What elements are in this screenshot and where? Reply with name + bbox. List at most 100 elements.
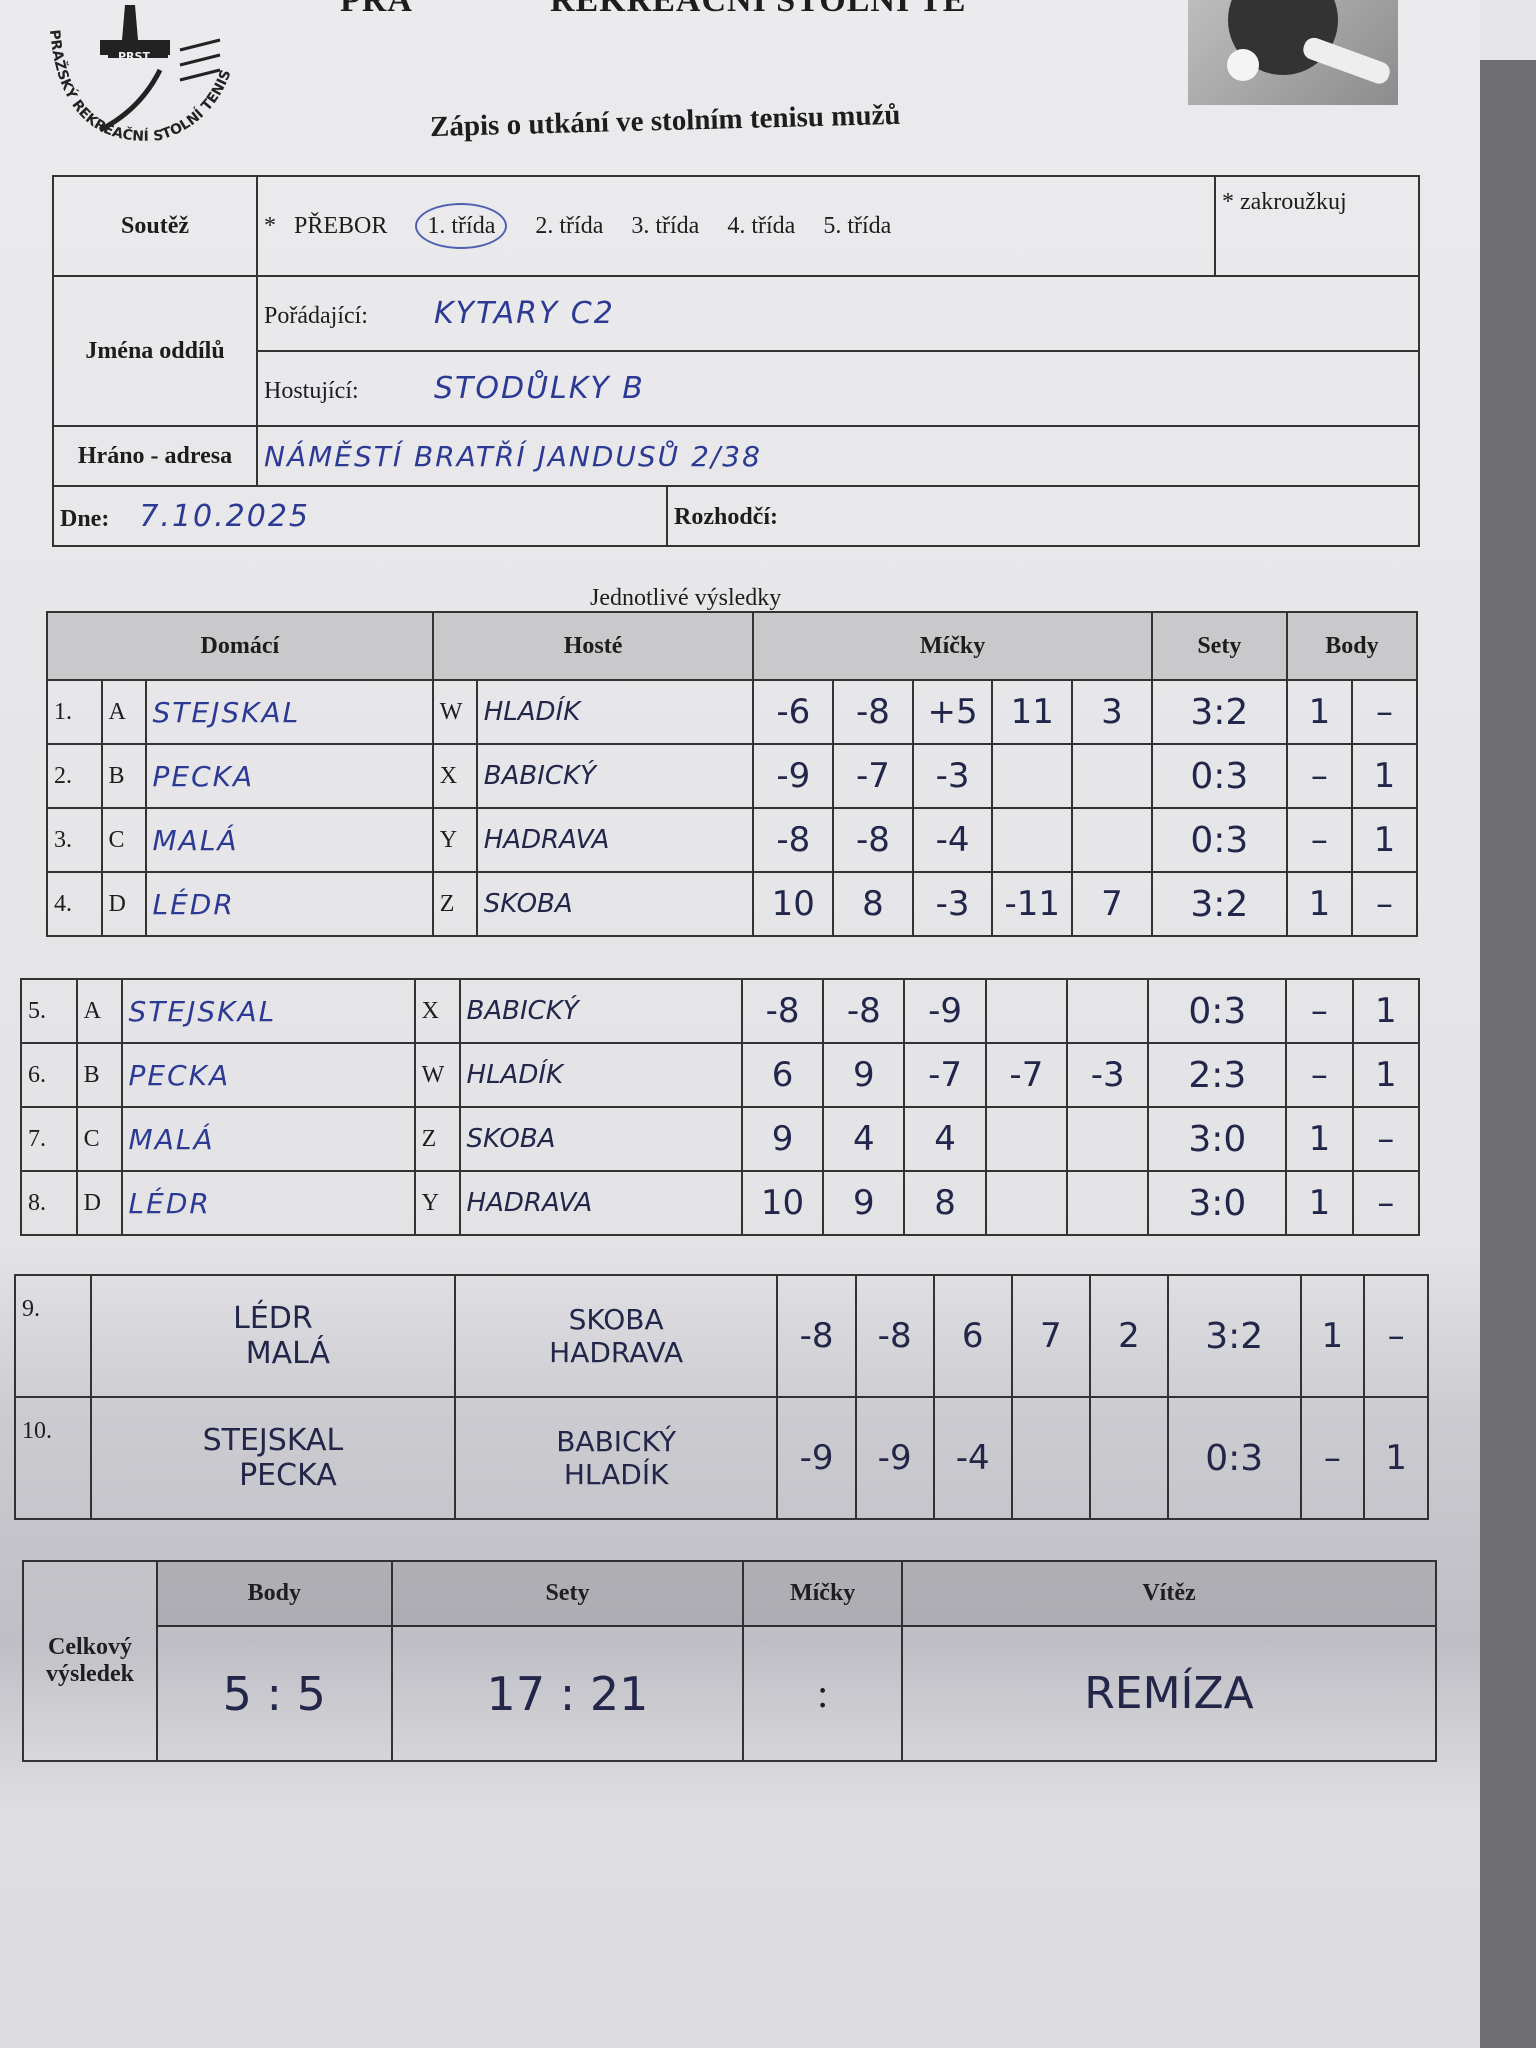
ball-score[interactable]: 10	[740, 1170, 825, 1236]
home-point[interactable]: –	[1285, 1042, 1354, 1108]
guest-player[interactable]: SKOBA	[458, 1106, 743, 1172]
ball-score[interactable]: -8	[832, 807, 914, 873]
ball-score[interactable]: 9	[822, 1170, 906, 1236]
guest-point[interactable]: 1	[1363, 1396, 1429, 1520]
guest-point[interactable]: –	[1350, 871, 1419, 937]
ball-score[interactable]: -8	[854, 1274, 935, 1398]
class-prebor[interactable]: PŘEBOR	[294, 212, 388, 239]
ball-score[interactable]: 7	[1071, 871, 1153, 937]
class-2[interactable]: 2. třída	[535, 212, 604, 239]
ball-score[interactable]: 11	[991, 679, 1074, 745]
home-player[interactable]: STEJSKAL	[202, 1423, 344, 1458]
class-3[interactable]: 3. třída	[631, 212, 700, 239]
ball-score[interactable]: 6	[932, 1274, 1013, 1398]
ball-score[interactable]: -7	[903, 1042, 987, 1108]
ball-score[interactable]: 9	[740, 1106, 825, 1172]
ball-score[interactable]: 9	[822, 1042, 906, 1108]
home-player[interactable]: LÉDR	[144, 871, 434, 937]
ball-score[interactable]: -9	[854, 1396, 935, 1520]
sets-score[interactable]: 0:3	[1150, 807, 1288, 873]
ball-score[interactable]	[984, 1170, 1069, 1236]
summary-sets[interactable]: 17 : 21	[390, 1625, 745, 1762]
host-value[interactable]: KYTARY C2	[434, 296, 615, 331]
guest-player[interactable]: HLADÍK	[563, 1458, 669, 1491]
sets-score[interactable]: 3:2	[1150, 871, 1288, 937]
ball-score[interactable]	[1071, 807, 1153, 873]
guest-value[interactable]: STODŮLKY B	[434, 371, 645, 406]
home-player[interactable]: STEJSKAL	[120, 978, 416, 1044]
ball-score[interactable]: -7	[832, 743, 914, 809]
class-5[interactable]: 5. třída	[823, 212, 892, 239]
home-point[interactable]: 1	[1285, 871, 1353, 937]
sets-score[interactable]: 3:2	[1166, 1274, 1302, 1398]
sets-score[interactable]: 0:3	[1150, 743, 1288, 809]
sets-score[interactable]: 3:0	[1147, 1106, 1288, 1172]
home-player[interactable]: PECKA	[144, 743, 434, 809]
sets-score[interactable]: 0:3	[1166, 1396, 1302, 1520]
ball-score[interactable]	[1071, 743, 1153, 809]
ball-score[interactable]: -4	[932, 1396, 1013, 1520]
home-player[interactable]: LÉDR	[233, 1301, 313, 1336]
ball-score[interactable]: 10	[752, 871, 835, 937]
ball-score[interactable]: +5	[911, 679, 994, 745]
guest-point[interactable]: 1	[1350, 743, 1419, 809]
ball-score[interactable]	[984, 1106, 1069, 1172]
ball-score[interactable]: -7	[984, 1042, 1069, 1108]
ball-score[interactable]: 3	[1071, 679, 1153, 745]
guest-player[interactable]: HLADÍK	[458, 1042, 743, 1108]
ball-score[interactable]	[1066, 978, 1150, 1044]
guest-point[interactable]: 1	[1350, 807, 1419, 873]
guest-point[interactable]: –	[1350, 679, 1419, 745]
address-value[interactable]: NÁMĚSTÍ BRATŘÍ JANDUSŮ 2/38	[256, 425, 1420, 487]
summary-balls[interactable]: :	[742, 1625, 903, 1762]
ball-score[interactable]: -3	[1066, 1042, 1150, 1108]
ball-score[interactable]: -8	[776, 1274, 857, 1398]
ball-score[interactable]: -11	[991, 871, 1074, 937]
guest-player[interactable]: BABICKÝ	[475, 743, 755, 809]
guest-player[interactable]: SKOBA	[475, 871, 755, 937]
ball-score[interactable]: 4	[822, 1106, 906, 1172]
ball-score[interactable]	[1010, 1396, 1091, 1520]
guest-point[interactable]: –	[1351, 1106, 1421, 1172]
class-1-circled[interactable]: 1. třída	[415, 202, 508, 249]
ball-score[interactable]: -9	[752, 743, 835, 809]
ball-score[interactable]: -6	[752, 679, 835, 745]
home-point[interactable]: 1	[1299, 1274, 1366, 1398]
home-player[interactable]: MALÁ	[245, 1336, 331, 1371]
ball-score[interactable]: 8	[832, 871, 914, 937]
guest-point[interactable]: –	[1363, 1274, 1429, 1398]
home-point[interactable]: 1	[1285, 1106, 1354, 1172]
ball-score[interactable]	[991, 743, 1074, 809]
ball-score[interactable]	[1066, 1170, 1150, 1236]
ball-score[interactable]	[991, 807, 1074, 873]
home-player[interactable]: MALÁ	[144, 807, 434, 873]
guest-point[interactable]: 1	[1351, 1042, 1421, 1108]
home-player[interactable]: MALÁ	[120, 1106, 416, 1172]
ball-score[interactable]	[984, 978, 1069, 1044]
ball-score[interactable]: -8	[740, 978, 825, 1044]
guest-player[interactable]: HADRAVA	[549, 1336, 684, 1369]
ball-score[interactable]: 6	[740, 1042, 825, 1108]
ball-score[interactable]: -9	[903, 978, 987, 1044]
ball-score[interactable]: -8	[752, 807, 835, 873]
ball-score[interactable]: 8	[903, 1170, 987, 1236]
ball-score[interactable]: -8	[832, 679, 914, 745]
home-point[interactable]: –	[1285, 743, 1353, 809]
home-player[interactable]: STEJSKAL	[144, 679, 434, 745]
guest-point[interactable]: –	[1351, 1170, 1421, 1236]
ball-score[interactable]: -9	[776, 1396, 857, 1520]
guest-point[interactable]: 1	[1351, 978, 1421, 1044]
ball-score[interactable]: -3	[911, 871, 994, 937]
home-point[interactable]: –	[1299, 1396, 1366, 1520]
summary-points[interactable]: 5 : 5	[156, 1625, 393, 1762]
sets-score[interactable]: 0:3	[1147, 978, 1288, 1044]
sets-score[interactable]: 3:2	[1150, 679, 1288, 745]
home-point[interactable]: 1	[1285, 679, 1353, 745]
ball-score[interactable]: 7	[1010, 1274, 1091, 1398]
guest-player[interactable]: BABICKÝ	[556, 1425, 677, 1458]
summary-winner[interactable]: REMÍZA	[901, 1625, 1437, 1762]
ball-score[interactable]: 4	[903, 1106, 987, 1172]
home-player[interactable]: PECKA	[120, 1042, 416, 1108]
guest-player[interactable]: BABICKÝ	[458, 978, 743, 1044]
ball-score[interactable]	[1088, 1396, 1169, 1520]
